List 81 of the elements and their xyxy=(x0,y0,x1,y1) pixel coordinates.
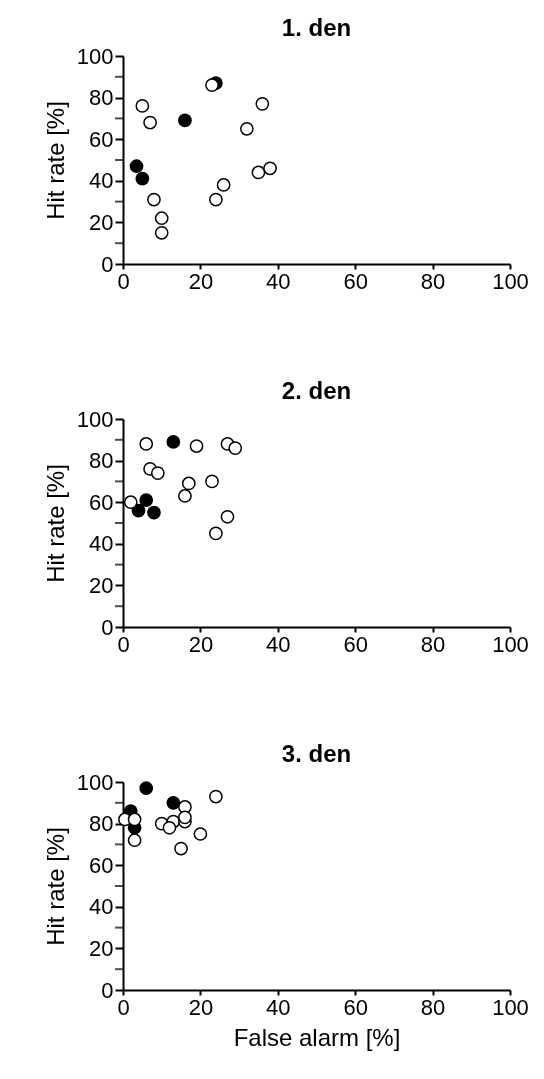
point xyxy=(166,795,181,810)
x-tick-label: 20 xyxy=(188,631,214,657)
point xyxy=(251,165,266,180)
point xyxy=(127,833,142,848)
point xyxy=(209,526,223,541)
point xyxy=(209,192,223,207)
point xyxy=(205,474,219,489)
point xyxy=(174,841,188,856)
y-tick-label: 20 xyxy=(89,209,114,235)
point xyxy=(154,225,169,240)
x-tick-label: 0 xyxy=(117,631,130,657)
y-tick-label: 0 xyxy=(101,614,114,640)
chart-title: 1. den xyxy=(281,14,352,41)
y-tick-label: 100 xyxy=(76,406,114,432)
point xyxy=(220,509,235,524)
y-tick-label: 100 xyxy=(76,43,114,69)
x-tick-label: 0 xyxy=(117,994,130,1020)
y-tick-label: 80 xyxy=(89,448,114,474)
point xyxy=(178,113,192,128)
point xyxy=(127,812,142,827)
point xyxy=(255,96,270,111)
x-tick-label: 60 xyxy=(343,268,368,294)
point xyxy=(216,178,231,192)
y-tick-label: 40 xyxy=(89,531,114,557)
x-tick-label: 100 xyxy=(492,268,529,294)
point xyxy=(135,171,150,186)
x-tick-label: 20 xyxy=(188,994,214,1020)
x-tick-label: 100 xyxy=(492,994,529,1020)
y-tick-label: 20 xyxy=(89,935,114,961)
y-axis-title: Hit rate [%] xyxy=(41,827,69,946)
y-tick-label: 80 xyxy=(89,85,114,111)
point xyxy=(147,505,161,520)
x-tick-label: 60 xyxy=(343,994,368,1020)
point xyxy=(123,495,138,510)
point xyxy=(209,789,223,804)
x-tick-label: 80 xyxy=(420,268,446,294)
y-tick-label: 0 xyxy=(101,977,114,1003)
point xyxy=(239,121,254,136)
point xyxy=(205,78,219,92)
chart-title: 3. den xyxy=(281,740,352,767)
x-tick-label: 80 xyxy=(420,994,446,1020)
point xyxy=(178,489,192,503)
y-tick-label: 100 xyxy=(76,769,114,795)
point xyxy=(131,503,146,518)
y-tick-label: 40 xyxy=(89,894,114,920)
x-axis-title: False alarm [%] xyxy=(233,1023,401,1051)
x-tick-label: 40 xyxy=(266,268,291,294)
point xyxy=(181,476,196,491)
x-tick-label: 80 xyxy=(420,631,446,657)
y-tick-label: 60 xyxy=(89,489,114,515)
y-tick-label: 60 xyxy=(89,852,114,878)
point xyxy=(228,441,243,455)
point xyxy=(139,781,154,796)
x-tick-label: 20 xyxy=(188,268,214,294)
point xyxy=(139,493,154,507)
point xyxy=(143,115,157,130)
point xyxy=(189,439,204,453)
x-tick-label: 100 xyxy=(492,631,529,657)
point xyxy=(135,99,150,113)
point xyxy=(263,161,277,176)
point xyxy=(178,810,192,825)
y-axis-title: Hit rate [%] xyxy=(41,101,69,220)
point xyxy=(162,820,177,835)
point xyxy=(147,192,161,207)
y-tick-label: 80 xyxy=(89,811,114,837)
point xyxy=(129,159,144,174)
point xyxy=(139,437,154,451)
point xyxy=(154,211,169,226)
chart-title: 2. den xyxy=(281,377,352,404)
y-tick-label: 40 xyxy=(89,168,114,194)
x-tick-label: 40 xyxy=(266,631,291,657)
x-tick-label: 0 xyxy=(117,268,130,294)
y-tick-label: 20 xyxy=(89,572,114,598)
y-tick-label: 0 xyxy=(101,251,114,277)
point xyxy=(150,466,165,480)
point xyxy=(166,435,181,449)
y-tick-label: 60 xyxy=(89,126,114,152)
x-tick-label: 60 xyxy=(343,631,368,657)
point xyxy=(193,827,208,841)
x-tick-label: 40 xyxy=(266,994,291,1020)
y-axis-title: Hit rate [%] xyxy=(41,464,69,583)
